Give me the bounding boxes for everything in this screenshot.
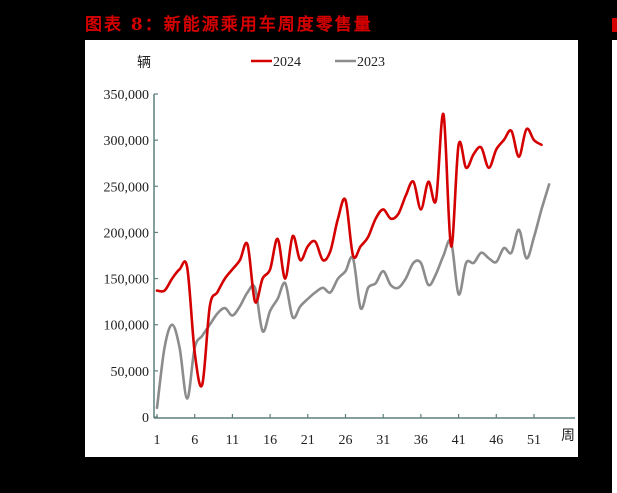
y-tick-label: 250,000 — [104, 180, 150, 195]
x-tick-label: 16 — [263, 433, 277, 448]
x-tick-label: 21 — [301, 433, 315, 448]
line-chart: 0 50,000 100,000 150,000 200,000 250,000 300,0… — [104, 55, 575, 448]
next-figure-marker — [612, 18, 617, 32]
y-tick-label: 200,000 — [104, 226, 150, 241]
chart-title: 图表 8：新能源乘用车周度零售量 — [85, 15, 373, 35]
legend-label-2023: 2023 — [357, 55, 385, 70]
y-tick-label: 150,000 — [104, 273, 150, 288]
chart-panel: 0 50,000 100,000 150,000 200,000 250,000 300,0… — [85, 40, 578, 457]
x-tick-label: 51 — [527, 433, 541, 448]
y-tick-label: 100,000 — [104, 319, 150, 334]
x-tick-label: 6 — [191, 433, 198, 448]
x-tick-label: 31 — [376, 433, 390, 448]
y-tick-label: 50,000 — [111, 365, 150, 380]
series-line-2024 — [155, 112, 543, 388]
x-tick-label: 41 — [452, 433, 466, 448]
x-tick-label: 46 — [489, 433, 503, 448]
x-unit-label: 周 — [561, 429, 575, 444]
series-line-2023 — [155, 183, 551, 410]
y-tick-label: 0 — [142, 411, 149, 426]
x-tick-label: 1 — [154, 433, 161, 448]
x-tick-label: 11 — [226, 433, 239, 448]
adjacent-panel-edge — [612, 40, 617, 493]
y-tick-label: 350,000 — [104, 88, 150, 103]
x-tick-label: 26 — [339, 433, 353, 448]
x-tick-label: 36 — [414, 433, 428, 448]
y-tick-label: 300,000 — [104, 134, 150, 149]
legend-label-2024: 2024 — [273, 55, 301, 70]
y-unit-label: 辆 — [137, 55, 151, 71]
